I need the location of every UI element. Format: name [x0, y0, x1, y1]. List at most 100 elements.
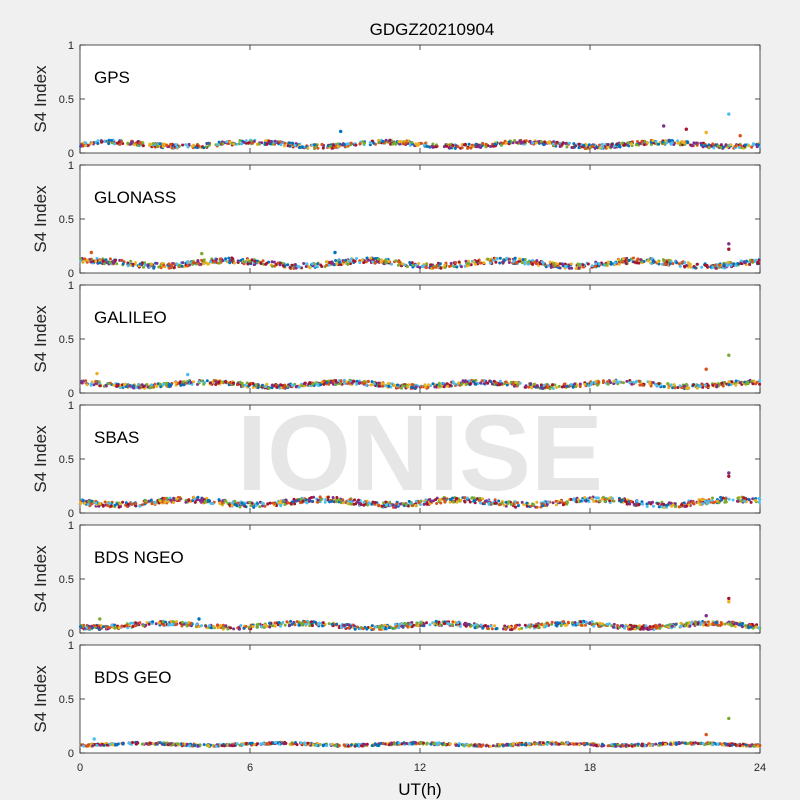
data-point — [283, 141, 287, 145]
data-point — [165, 143, 169, 147]
data-point — [257, 622, 260, 626]
data-point — [178, 496, 182, 500]
data-point — [134, 502, 138, 505]
data-point — [109, 504, 113, 508]
data-point — [158, 382, 162, 386]
data-point — [192, 143, 196, 147]
data-point — [294, 385, 298, 389]
data-point — [260, 625, 263, 629]
data-point — [632, 625, 636, 628]
y-axis-label: S4 Index — [31, 665, 50, 733]
data-point — [221, 623, 225, 627]
data-point — [363, 141, 366, 145]
data-point — [716, 623, 720, 627]
data-point — [524, 384, 528, 388]
data-point — [166, 500, 170, 504]
data-point — [443, 622, 447, 626]
data-point — [167, 623, 171, 627]
data-point — [732, 262, 736, 266]
data-point — [642, 143, 646, 147]
data-point — [218, 257, 222, 261]
data-point — [95, 256, 99, 260]
data-point — [682, 141, 686, 144]
data-point — [184, 143, 188, 147]
data-point — [313, 143, 317, 147]
data-point — [528, 625, 532, 629]
data-point — [428, 623, 432, 627]
data-point — [316, 262, 320, 266]
data-point — [539, 383, 543, 387]
data-point — [551, 387, 555, 390]
data-point — [126, 264, 130, 268]
data-point — [130, 502, 134, 506]
data-point — [90, 499, 94, 503]
data-point — [388, 138, 392, 142]
data-point — [115, 262, 119, 266]
data-point — [740, 625, 744, 629]
data-point — [668, 623, 672, 627]
data-point — [273, 621, 277, 625]
data-point — [477, 143, 481, 147]
data-point — [212, 260, 216, 264]
data-point — [637, 503, 641, 507]
data-point — [82, 744, 86, 748]
data-point — [504, 141, 508, 145]
data-point — [656, 502, 660, 506]
spike-point — [727, 112, 731, 116]
data-point — [476, 259, 480, 263]
data-point — [727, 497, 731, 501]
data-point — [532, 382, 536, 386]
data-point — [455, 265, 459, 269]
data-point — [141, 141, 145, 145]
data-point — [612, 144, 616, 148]
data-point — [174, 623, 178, 627]
data-point — [347, 381, 351, 385]
data-point — [110, 139, 113, 142]
data-point — [610, 143, 614, 146]
data-point — [647, 501, 651, 505]
data-point — [325, 260, 329, 264]
data-point — [293, 263, 297, 266]
data-point — [579, 620, 583, 624]
data-point — [635, 499, 639, 503]
data-point — [372, 382, 376, 386]
spike-point — [98, 617, 102, 621]
data-point — [113, 258, 117, 262]
data-point — [683, 624, 687, 628]
data-point — [738, 622, 742, 626]
data-point — [606, 382, 610, 386]
data-point — [678, 384, 682, 388]
data-point — [320, 143, 324, 147]
data-point — [117, 505, 121, 509]
data-point — [401, 142, 405, 146]
data-point — [686, 261, 690, 265]
data-point — [438, 384, 442, 388]
data-point — [192, 495, 196, 499]
data-point — [479, 381, 483, 385]
data-point — [685, 140, 689, 144]
data-point — [574, 267, 578, 270]
data-point — [292, 267, 296, 270]
spike-point — [727, 242, 731, 246]
data-point — [636, 140, 639, 143]
data-point — [307, 265, 311, 269]
data-point — [504, 627, 508, 631]
data-point — [223, 499, 227, 503]
data-point — [651, 260, 655, 264]
data-point — [172, 496, 176, 500]
data-point — [158, 499, 162, 503]
data-point — [343, 378, 346, 382]
data-point — [601, 379, 605, 383]
data-point — [726, 260, 730, 264]
data-point — [221, 259, 225, 263]
data-point — [523, 262, 527, 266]
data-point — [163, 496, 167, 500]
data-point — [572, 142, 576, 146]
data-point — [167, 262, 171, 266]
data-point — [268, 621, 271, 625]
data-point — [711, 496, 714, 500]
data-point — [720, 381, 724, 385]
data-point — [688, 263, 692, 267]
y-tick-label: 1 — [68, 40, 74, 52]
